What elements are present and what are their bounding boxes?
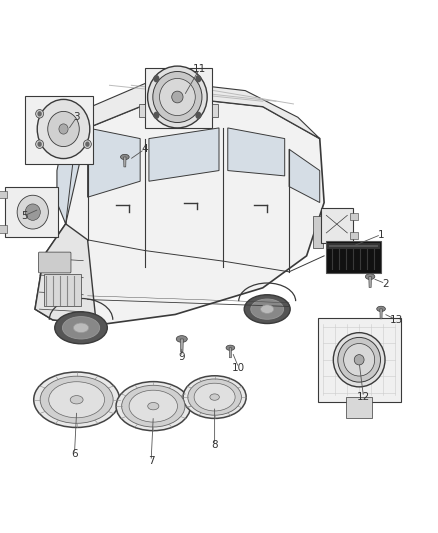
FancyBboxPatch shape xyxy=(0,191,7,198)
Ellipse shape xyxy=(120,155,129,159)
Polygon shape xyxy=(88,128,140,197)
Polygon shape xyxy=(380,309,382,319)
Circle shape xyxy=(153,111,159,119)
Ellipse shape xyxy=(62,317,100,339)
Polygon shape xyxy=(35,96,324,325)
Ellipse shape xyxy=(210,394,219,400)
Circle shape xyxy=(195,75,201,83)
Ellipse shape xyxy=(194,383,235,411)
Circle shape xyxy=(195,111,201,119)
Text: 13: 13 xyxy=(390,315,403,325)
Ellipse shape xyxy=(338,337,381,382)
Text: 3: 3 xyxy=(73,112,80,122)
FancyBboxPatch shape xyxy=(350,213,358,220)
Ellipse shape xyxy=(122,385,185,427)
Text: 5: 5 xyxy=(21,211,28,221)
Ellipse shape xyxy=(49,382,105,418)
Text: 4: 4 xyxy=(141,144,148,154)
Ellipse shape xyxy=(35,110,43,118)
Circle shape xyxy=(153,75,159,83)
Ellipse shape xyxy=(116,382,191,431)
Polygon shape xyxy=(124,157,126,167)
Text: 2: 2 xyxy=(382,279,389,288)
Ellipse shape xyxy=(153,71,202,123)
Ellipse shape xyxy=(148,402,159,410)
Text: 6: 6 xyxy=(71,449,78,459)
Polygon shape xyxy=(228,128,285,176)
FancyBboxPatch shape xyxy=(145,68,212,128)
Text: 8: 8 xyxy=(211,440,218,450)
Text: 7: 7 xyxy=(148,456,155,466)
FancyBboxPatch shape xyxy=(139,104,145,117)
Ellipse shape xyxy=(84,140,92,148)
FancyBboxPatch shape xyxy=(212,104,218,117)
Ellipse shape xyxy=(251,299,284,319)
FancyBboxPatch shape xyxy=(329,245,378,247)
Ellipse shape xyxy=(17,195,48,229)
Polygon shape xyxy=(35,224,96,325)
FancyBboxPatch shape xyxy=(346,397,372,418)
FancyBboxPatch shape xyxy=(318,318,401,402)
Ellipse shape xyxy=(188,379,241,415)
Text: 12: 12 xyxy=(357,392,370,402)
FancyBboxPatch shape xyxy=(39,252,71,273)
Ellipse shape xyxy=(176,336,187,342)
Polygon shape xyxy=(149,128,219,181)
Ellipse shape xyxy=(333,333,385,387)
Ellipse shape xyxy=(183,376,246,418)
Circle shape xyxy=(85,141,90,147)
Circle shape xyxy=(37,111,42,117)
FancyBboxPatch shape xyxy=(327,243,380,249)
Text: 11: 11 xyxy=(193,64,206,74)
Text: 9: 9 xyxy=(178,352,185,362)
Polygon shape xyxy=(180,339,183,352)
Ellipse shape xyxy=(159,78,195,116)
Ellipse shape xyxy=(48,111,79,147)
Ellipse shape xyxy=(365,274,375,279)
Polygon shape xyxy=(369,277,371,287)
Polygon shape xyxy=(289,149,320,203)
Ellipse shape xyxy=(35,140,43,148)
Ellipse shape xyxy=(261,305,274,313)
Polygon shape xyxy=(57,112,88,224)
Ellipse shape xyxy=(70,395,83,404)
Ellipse shape xyxy=(148,66,207,128)
Polygon shape xyxy=(229,348,232,358)
Ellipse shape xyxy=(344,343,374,376)
Ellipse shape xyxy=(25,204,40,220)
Ellipse shape xyxy=(37,99,90,159)
FancyBboxPatch shape xyxy=(44,274,81,306)
Ellipse shape xyxy=(40,376,113,423)
FancyBboxPatch shape xyxy=(321,208,353,243)
FancyBboxPatch shape xyxy=(326,241,381,273)
Ellipse shape xyxy=(73,323,88,333)
FancyBboxPatch shape xyxy=(313,216,323,248)
Ellipse shape xyxy=(226,345,235,350)
Text: 1: 1 xyxy=(378,230,385,239)
Polygon shape xyxy=(79,80,320,139)
Text: 10: 10 xyxy=(232,363,245,373)
Ellipse shape xyxy=(59,124,68,134)
Ellipse shape xyxy=(354,354,364,365)
Ellipse shape xyxy=(244,295,290,324)
FancyBboxPatch shape xyxy=(350,232,358,239)
Ellipse shape xyxy=(55,312,107,344)
Ellipse shape xyxy=(34,372,120,427)
FancyBboxPatch shape xyxy=(0,225,7,233)
FancyBboxPatch shape xyxy=(25,96,93,164)
Ellipse shape xyxy=(172,91,183,103)
FancyBboxPatch shape xyxy=(5,187,58,237)
Ellipse shape xyxy=(377,306,385,311)
Ellipse shape xyxy=(129,390,177,422)
Circle shape xyxy=(37,141,42,147)
